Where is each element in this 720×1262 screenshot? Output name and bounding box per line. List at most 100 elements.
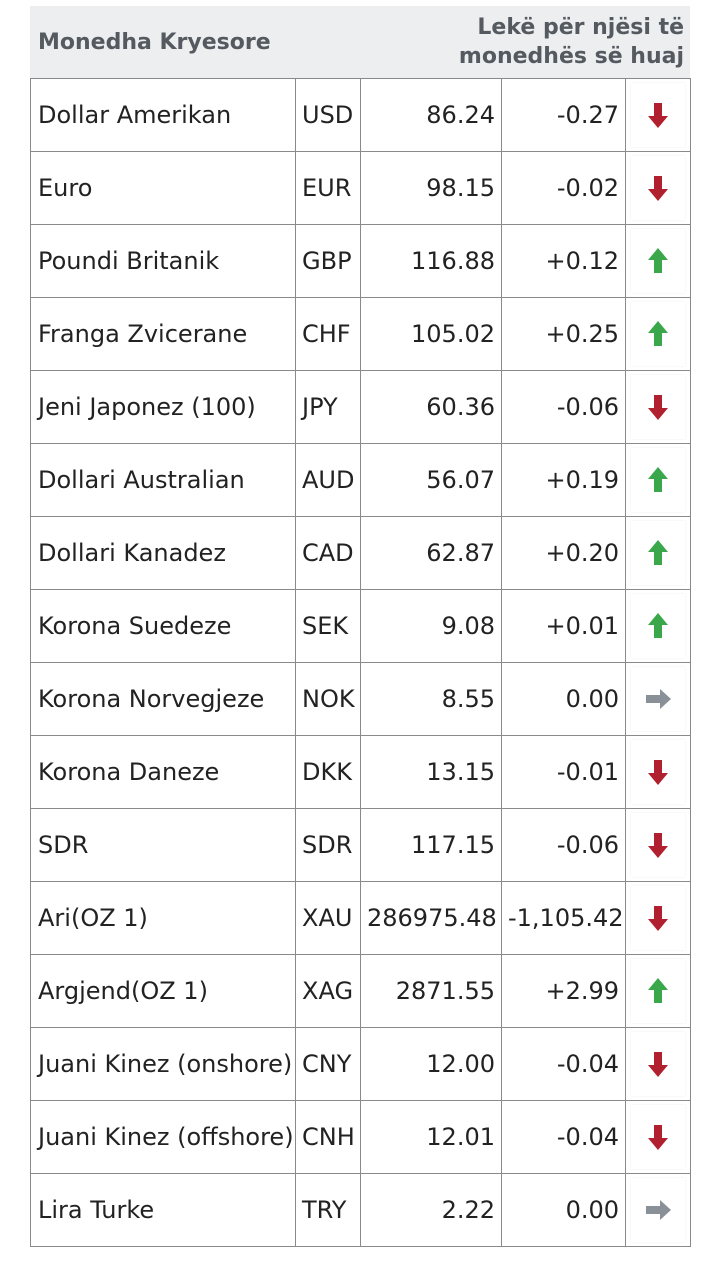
rate-change: +0.01 [501, 589, 626, 663]
currency-name: Lira Turke [30, 1173, 296, 1247]
currency-code: SEK [295, 589, 361, 663]
exchange-rate: 2871.55 [360, 954, 502, 1028]
arrow-right-icon [631, 667, 685, 731]
header-unit-line1: Lekë për njësi të [477, 15, 684, 40]
trend-cell [625, 954, 691, 1028]
trend-cell [625, 151, 691, 225]
arrow-up-icon-glyph [648, 540, 668, 565]
table-row: Euro EUR 98.15 -0.02 [30, 151, 691, 225]
currency-code: TRY [295, 1173, 361, 1247]
table-row: Ari(OZ 1) XAU 286975.48 -1,105.42 [30, 881, 691, 955]
trend-cell [625, 224, 691, 298]
currency-name: Dollar Amerikan [30, 78, 296, 152]
header-title: Monedha Kryesore [38, 29, 271, 55]
rate-change: 0.00 [501, 662, 626, 736]
rate-change: -0.27 [501, 78, 626, 152]
currency-code: CHF [295, 297, 361, 371]
rate-change: +0.19 [501, 443, 626, 517]
currency-table-body: Dollar Amerikan USD 86.24 -0.27 Euro EUR 98.15… [30, 78, 691, 1247]
currency-code: CNY [295, 1027, 361, 1101]
header-unit-label: Lekë për njësi të monedhës së huaj [459, 13, 684, 71]
currency-name: Juani Kinez (onshore) [30, 1027, 296, 1101]
arrow-down-icon-glyph [648, 906, 668, 931]
table-row: Korona Norvegjeze NOK 8.55 0.00 [30, 662, 691, 736]
table-row: Lira Turke TRY 2.22 0.00 [30, 1173, 691, 1247]
trend-cell [625, 297, 691, 371]
table-row: Argjend(OZ 1) XAG 2871.55 +2.99 [30, 954, 691, 1028]
trend-cell [625, 516, 691, 590]
header-unit-line2: monedhës së huaj [458, 44, 684, 69]
currency-code: CAD [295, 516, 361, 590]
currency-name: Jeni Japonez (100) [30, 370, 296, 444]
arrow-up-icon-glyph [648, 467, 668, 492]
rate-change: +2.99 [501, 954, 626, 1028]
arrow-up-icon [631, 594, 685, 658]
table-row: Franga Zvicerane CHF 105.02 +0.25 [30, 297, 691, 371]
arrow-up-icon [631, 959, 685, 1023]
currency-code: XAG [295, 954, 361, 1028]
exchange-rate: 105.02 [360, 297, 502, 371]
table-row: Dollari Kanadez CAD 62.87 +0.20 [30, 516, 691, 590]
trend-cell [625, 808, 691, 882]
arrow-up-icon [631, 229, 685, 293]
exchange-rate: 60.36 [360, 370, 502, 444]
currency-name: Korona Norvegjeze [30, 662, 296, 736]
trend-cell [625, 881, 691, 955]
trend-cell [625, 662, 691, 736]
currency-code: SDR [295, 808, 361, 882]
currency-code: JPY [295, 370, 361, 444]
currency-code: CNH [295, 1100, 361, 1174]
currency-name: Juani Kinez (offshore) [30, 1100, 296, 1174]
table-row: Dollari Australian AUD 56.07 +0.19 [30, 443, 691, 517]
arrow-down-icon-glyph [648, 395, 668, 420]
trend-cell [625, 1100, 691, 1174]
exchange-rate: 286975.48 [360, 881, 502, 955]
currency-code: DKK [295, 735, 361, 809]
arrow-down-icon-glyph [648, 1125, 668, 1150]
table-row: Juani Kinez (onshore) CNY 12.00 -0.04 [30, 1027, 691, 1101]
arrow-down-icon-glyph [648, 176, 668, 201]
arrow-down-icon [631, 156, 685, 220]
rate-change: -1,105.42 [501, 881, 626, 955]
table-row: Korona Suedeze SEK 9.08 +0.01 [30, 589, 691, 663]
currency-name: Korona Suedeze [30, 589, 296, 663]
arrow-down-icon-glyph [648, 103, 668, 128]
trend-cell [625, 443, 691, 517]
arrow-down-icon [631, 83, 685, 147]
exchange-rate: 8.55 [360, 662, 502, 736]
exchange-rate: 12.00 [360, 1027, 502, 1101]
currency-code: GBP [295, 224, 361, 298]
table-row: Jeni Japonez (100) JPY 60.36 -0.06 [30, 370, 691, 444]
rate-change: -0.04 [501, 1027, 626, 1101]
arrow-right-icon-glyph [646, 689, 671, 709]
exchange-rate: 117.15 [360, 808, 502, 882]
currency-table: Dollar Amerikan USD 86.24 -0.27 Euro EUR 98.15… [30, 78, 691, 1247]
trend-cell [625, 78, 691, 152]
arrow-down-icon [631, 886, 685, 950]
arrow-down-icon-glyph [648, 833, 668, 858]
arrow-up-icon-glyph [648, 248, 668, 273]
arrow-down-icon [631, 1032, 685, 1096]
currency-name: Dollari Australian [30, 443, 296, 517]
trend-cell [625, 1027, 691, 1101]
table-row: Juani Kinez (offshore) CNH 12.01 -0.04 [30, 1100, 691, 1174]
trend-cell [625, 370, 691, 444]
currency-rates-widget: Monedha Kryesore Lekë për njësi të moned… [30, 6, 691, 1247]
trend-cell [625, 735, 691, 809]
currency-code: EUR [295, 151, 361, 225]
currency-name: Korona Daneze [30, 735, 296, 809]
arrow-up-icon-glyph [648, 978, 668, 1003]
exchange-rate: 86.24 [360, 78, 502, 152]
currency-name: Ari(OZ 1) [30, 881, 296, 955]
arrow-up-icon [631, 448, 685, 512]
arrow-down-icon-glyph [648, 760, 668, 785]
currency-name: Franga Zvicerane [30, 297, 296, 371]
currency-name: Poundi Britanik [30, 224, 296, 298]
table-row: Dollar Amerikan USD 86.24 -0.27 [30, 78, 691, 152]
currency-name: SDR [30, 808, 296, 882]
currency-code: USD [295, 78, 361, 152]
rate-change: -0.06 [501, 370, 626, 444]
exchange-rate: 12.01 [360, 1100, 502, 1174]
rate-change: +0.25 [501, 297, 626, 371]
rate-change: -0.04 [501, 1100, 626, 1174]
